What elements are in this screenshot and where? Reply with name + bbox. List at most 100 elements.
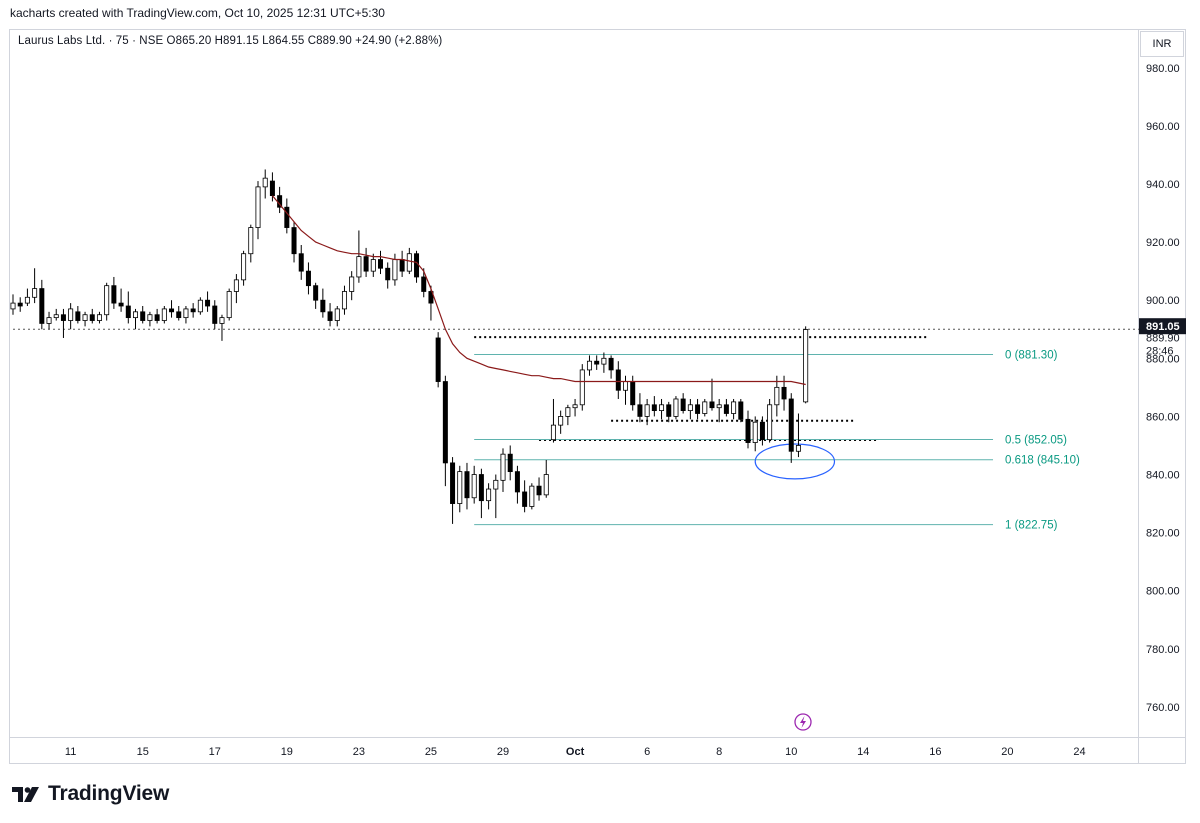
candle-down [414,253,420,278]
candle-up [601,357,607,365]
candle-down [435,337,441,382]
candle-down [291,227,297,255]
candle-up [133,311,139,319]
fib-level-label: 0.618 (845.10) [1005,455,1080,467]
candle-down [421,276,427,292]
candle-down [788,398,794,452]
candle-down [745,418,751,443]
candle-up [565,407,571,417]
y-tick-label: 900.00 [1146,295,1180,307]
candle-up [457,471,463,504]
candle-down [651,404,657,412]
candle-down [399,259,405,272]
tradingview-logo: TradingView [12,782,169,806]
x-tick-label: 16 [929,746,941,758]
candle-up [248,227,254,255]
y-tick-label: 880.00 [1146,353,1180,365]
moving-average-line [271,195,806,386]
candle-up [53,314,59,319]
candle-up [349,276,355,292]
fib-level-label: 0 (881.30) [1005,350,1058,362]
candle-up [752,421,758,443]
candle-up [334,308,340,321]
candle-down [89,314,95,321]
price-axis-divider [1138,29,1139,764]
candle-up [68,308,74,321]
candle-down [680,398,686,412]
candle-down [637,404,643,417]
candle-down [514,471,520,493]
candle-down [507,453,513,473]
tradingview-wordmark: TradingView [48,782,170,805]
candle-up [147,314,153,321]
candle-up [767,404,773,441]
y-tick-label: 820.00 [1146,528,1180,540]
symbol-legend: Laurus Labs Ltd. · 75 · NSE O865.20 H891… [18,35,443,47]
candle-up [197,299,203,313]
candle-up [341,291,347,310]
y-tick-label: 780.00 [1146,644,1180,656]
candle-down [320,299,326,313]
candle-down [709,401,715,409]
chart-frame [9,29,1186,764]
candle-up [82,314,88,321]
candle-up [803,329,809,403]
candle-up [558,416,564,426]
y-tick-label: 920.00 [1146,237,1180,249]
candle-up [543,474,549,496]
candle-up [183,308,189,319]
candle-down [464,471,470,499]
candle-up [644,404,650,417]
candle-up [32,288,38,298]
candle-down [363,256,369,272]
candle-down [723,404,729,414]
x-tick-label: 25 [425,746,437,758]
candle-up [486,488,492,502]
x-tick-label: Oct [566,746,585,758]
currency-selector[interactable]: INR [1140,31,1184,57]
candle-down [313,285,319,301]
candle-down [154,314,160,321]
candle-up [406,253,412,272]
candle-up [255,186,261,228]
candle-down [759,421,765,441]
candle-down [781,386,787,400]
candle-up [226,291,232,319]
candle-up [241,253,247,281]
candle-down [615,369,621,391]
candle-down [666,404,672,417]
time-axis-divider [9,737,1186,738]
candle-up [493,479,499,490]
bar-countdown-label: 28:46 [1146,346,1174,358]
candle-down [630,381,636,406]
y-tick-label: 940.00 [1146,179,1180,191]
alert-bolt-icon [800,716,806,728]
candle-up [550,424,556,441]
candle-up [702,401,708,414]
tradingview-logo-icon [12,787,39,802]
y-tick-label: 800.00 [1146,586,1180,598]
y-tick-label: 840.00 [1146,470,1180,482]
candle-up [24,296,30,304]
x-tick-label: 17 [209,746,221,758]
candle-down [536,485,542,496]
candle-down [594,360,600,365]
x-tick-label: 14 [857,746,869,758]
candle-up [370,259,376,272]
close-price-label: 889.90 [1146,333,1180,345]
candle-up [572,404,578,409]
y-tick-label: 860.00 [1146,411,1180,423]
fib-level-label: 0.5 (852.05) [1005,435,1067,447]
annotation-ellipse[interactable] [754,443,836,480]
high-price-label: 891.05 [1146,321,1180,333]
candle-down [212,305,218,324]
candle-down [169,308,175,313]
candle-down [176,311,182,319]
candle-down [125,305,131,319]
candle-up [219,317,225,324]
candle-up [471,474,477,499]
candle-up [233,279,239,292]
y-tick-label: 760.00 [1146,702,1180,714]
candle-down [522,491,528,507]
